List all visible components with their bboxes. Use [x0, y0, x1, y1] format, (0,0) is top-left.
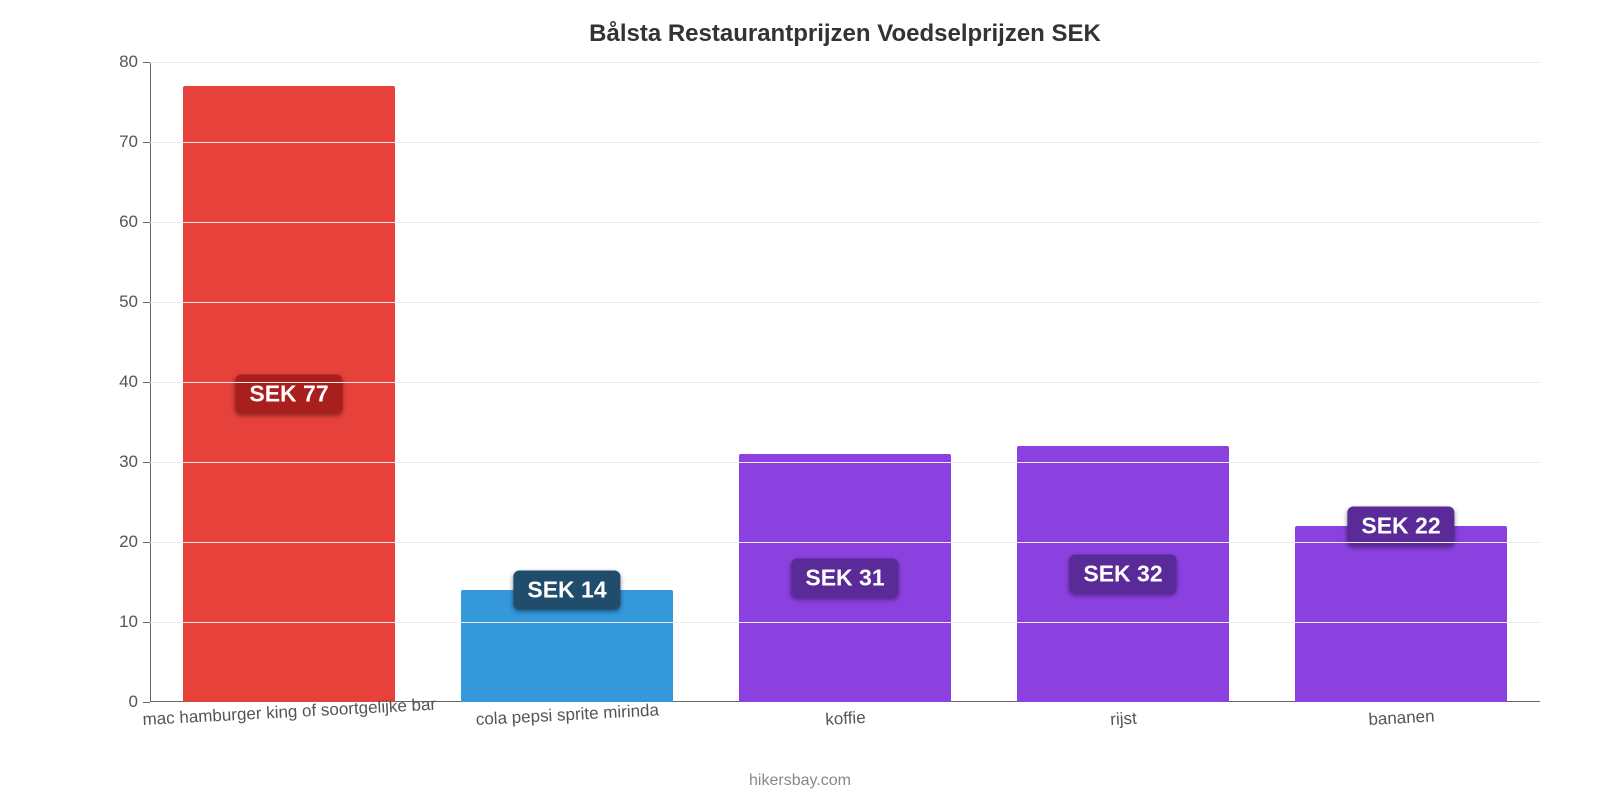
y-tick-label: 60 [119, 212, 150, 232]
gridline [150, 142, 1540, 143]
bar: SEK 77 [183, 86, 394, 702]
y-tick-label: 50 [119, 292, 150, 312]
gridline [150, 462, 1540, 463]
y-tick-label: 10 [119, 612, 150, 632]
bar: SEK 31 [739, 454, 950, 702]
gridline [150, 222, 1540, 223]
attribution-text: hikersbay.com [749, 772, 851, 790]
bar: SEK 14 [461, 590, 672, 702]
y-tick-label: 40 [119, 372, 150, 392]
gridline [150, 302, 1540, 303]
bar-chart: Bålsta Restaurantprijzen Voedselprijzen … [0, 0, 1600, 800]
bar-value-label: SEK 14 [513, 571, 620, 610]
x-tick-label: bananen [1368, 707, 1435, 730]
bar: SEK 32 [1017, 446, 1228, 702]
gridline [150, 622, 1540, 623]
x-tick-label: koffie [825, 708, 866, 730]
y-tick-label: 70 [119, 132, 150, 152]
x-tick-label: cola pepsi sprite mirinda [475, 700, 659, 730]
bar: SEK 22 [1295, 526, 1506, 702]
y-tick-label: 30 [119, 452, 150, 472]
gridline [150, 62, 1540, 63]
plot-area: SEK 77mac hamburger king of soortgelijke… [150, 62, 1540, 702]
bar-value-label: SEK 22 [1347, 507, 1454, 546]
gridline [150, 542, 1540, 543]
y-tick-label: 0 [129, 692, 150, 712]
bar-value-label: SEK 31 [791, 559, 898, 598]
y-tick-label: 20 [119, 532, 150, 552]
bar-value-label: SEK 32 [1069, 555, 1176, 594]
bar-value-label: SEK 77 [235, 375, 342, 414]
y-tick-label: 80 [119, 52, 150, 72]
gridline [150, 382, 1540, 383]
chart-title: Bålsta Restaurantprijzen Voedselprijzen … [150, 20, 1540, 48]
x-tick-label: rijst [1110, 709, 1137, 730]
